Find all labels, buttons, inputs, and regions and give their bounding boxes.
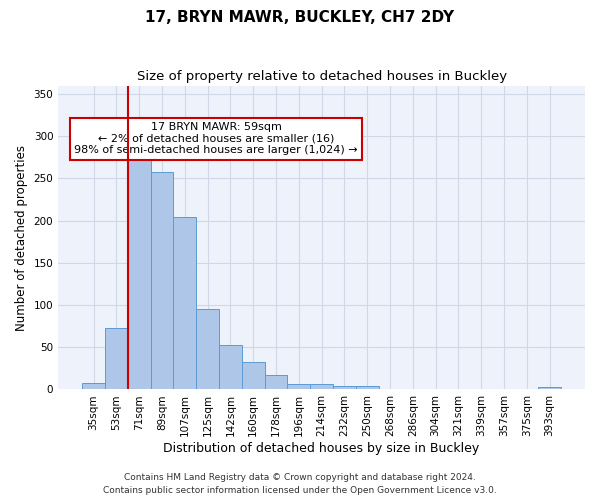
Text: Contains HM Land Registry data © Crown copyright and database right 2024.
Contai: Contains HM Land Registry data © Crown c… (103, 474, 497, 495)
Bar (128, 147, 151, 390)
Bar (333, 386, 356, 390)
Bar (287, 384, 310, 390)
Bar (173, 217, 196, 390)
Bar (265, 375, 287, 390)
Bar (538, 387, 561, 390)
Bar (242, 362, 265, 390)
Bar (196, 310, 219, 390)
Bar (356, 386, 379, 390)
Bar (310, 384, 333, 390)
Text: 17, BRYN MAWR, BUCKLEY, CH7 2DY: 17, BRYN MAWR, BUCKLEY, CH7 2DY (145, 10, 455, 25)
Bar (219, 344, 242, 390)
Y-axis label: Number of detached properties: Number of detached properties (15, 144, 28, 330)
Bar (105, 328, 128, 390)
Bar (82, 382, 105, 390)
Title: Size of property relative to detached houses in Buckley: Size of property relative to detached ho… (137, 70, 506, 83)
X-axis label: Distribution of detached houses by size in Buckley: Distribution of detached houses by size … (163, 442, 480, 455)
Text: 17 BRYN MAWR: 59sqm
← 2% of detached houses are smaller (16)
98% of semi-detache: 17 BRYN MAWR: 59sqm ← 2% of detached hou… (74, 122, 358, 155)
Bar (151, 172, 173, 390)
